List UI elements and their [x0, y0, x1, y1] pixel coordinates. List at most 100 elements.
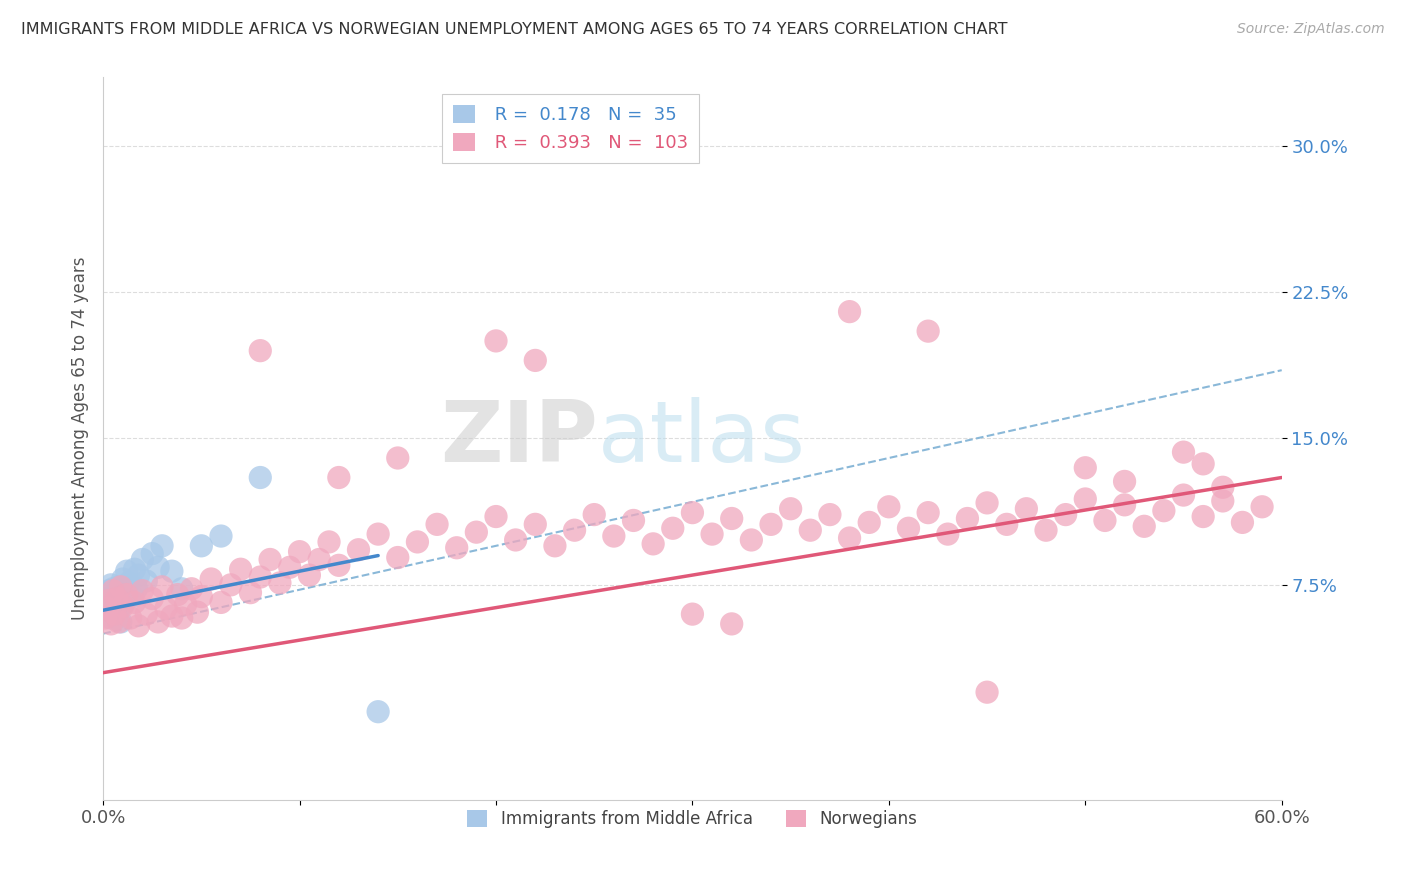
Point	[104, 607, 127, 621]
Point	[426, 517, 449, 532]
Point	[1192, 457, 1215, 471]
Text: IMMIGRANTS FROM MIDDLE AFRICA VS NORWEGIAN UNEMPLOYMENT AMONG AGES 65 TO 74 YEAR: IMMIGRANTS FROM MIDDLE AFRICA VS NORWEGI…	[21, 22, 1008, 37]
Point	[485, 509, 508, 524]
Point	[124, 562, 146, 576]
Point	[105, 611, 128, 625]
Point	[328, 470, 350, 484]
Point	[111, 572, 134, 586]
Point	[720, 511, 742, 525]
Point	[155, 601, 177, 615]
Point	[110, 615, 132, 629]
Point	[505, 533, 527, 547]
Point	[118, 575, 141, 590]
Point	[976, 685, 998, 699]
Point	[662, 521, 685, 535]
Point	[643, 537, 665, 551]
Point	[465, 525, 488, 540]
Point	[101, 583, 124, 598]
Point	[485, 334, 508, 348]
Point	[141, 591, 163, 606]
Point	[110, 580, 132, 594]
Point	[166, 588, 188, 602]
Point	[239, 585, 262, 599]
Point	[720, 616, 742, 631]
Point	[121, 590, 143, 604]
Point	[347, 542, 370, 557]
Point	[1035, 523, 1057, 537]
Point	[1114, 498, 1136, 512]
Point	[1074, 460, 1097, 475]
Point	[1173, 488, 1195, 502]
Point	[131, 583, 153, 598]
Point	[269, 575, 291, 590]
Point	[446, 541, 468, 555]
Point	[259, 552, 281, 566]
Point	[1153, 504, 1175, 518]
Point	[100, 578, 122, 592]
Point	[100, 611, 122, 625]
Point	[838, 531, 860, 545]
Point	[98, 593, 121, 607]
Y-axis label: Unemployment Among Ages 65 to 74 years: Unemployment Among Ages 65 to 74 years	[72, 257, 89, 620]
Point	[278, 560, 301, 574]
Point	[209, 595, 232, 609]
Point	[160, 609, 183, 624]
Point	[150, 539, 173, 553]
Point	[897, 521, 920, 535]
Point	[115, 588, 138, 602]
Point	[917, 324, 939, 338]
Point	[976, 496, 998, 510]
Point	[160, 564, 183, 578]
Point	[367, 705, 389, 719]
Point	[1212, 480, 1234, 494]
Point	[249, 570, 271, 584]
Point	[308, 552, 330, 566]
Point	[700, 527, 723, 541]
Point	[209, 529, 232, 543]
Text: Source: ZipAtlas.com: Source: ZipAtlas.com	[1237, 22, 1385, 37]
Point	[858, 516, 880, 530]
Point	[131, 552, 153, 566]
Point	[1212, 494, 1234, 508]
Point	[180, 582, 202, 596]
Point	[298, 568, 321, 582]
Point	[98, 583, 121, 598]
Legend: Immigrants from Middle Africa, Norwegians: Immigrants from Middle Africa, Norwegian…	[461, 803, 924, 835]
Point	[1192, 509, 1215, 524]
Point	[108, 615, 131, 629]
Point	[111, 599, 134, 614]
Point	[249, 470, 271, 484]
Point	[108, 601, 131, 615]
Point	[120, 611, 142, 625]
Point	[1054, 508, 1077, 522]
Point	[318, 535, 340, 549]
Point	[838, 304, 860, 318]
Text: atlas: atlas	[598, 397, 806, 480]
Point	[623, 513, 645, 527]
Point	[936, 527, 959, 541]
Point	[200, 572, 222, 586]
Point	[94, 603, 117, 617]
Point	[104, 607, 127, 621]
Point	[146, 615, 169, 629]
Point	[150, 580, 173, 594]
Point	[104, 599, 127, 614]
Point	[249, 343, 271, 358]
Point	[108, 580, 131, 594]
Point	[135, 574, 157, 588]
Point	[1094, 513, 1116, 527]
Point	[288, 544, 311, 558]
Point	[96, 591, 118, 606]
Point	[564, 523, 586, 537]
Point	[524, 517, 547, 532]
Point	[995, 517, 1018, 532]
Point	[406, 535, 429, 549]
Point	[544, 539, 567, 553]
Point	[115, 564, 138, 578]
Point	[186, 605, 208, 619]
Point	[1133, 519, 1156, 533]
Point	[94, 611, 117, 625]
Point	[110, 585, 132, 599]
Point	[387, 450, 409, 465]
Point	[170, 611, 193, 625]
